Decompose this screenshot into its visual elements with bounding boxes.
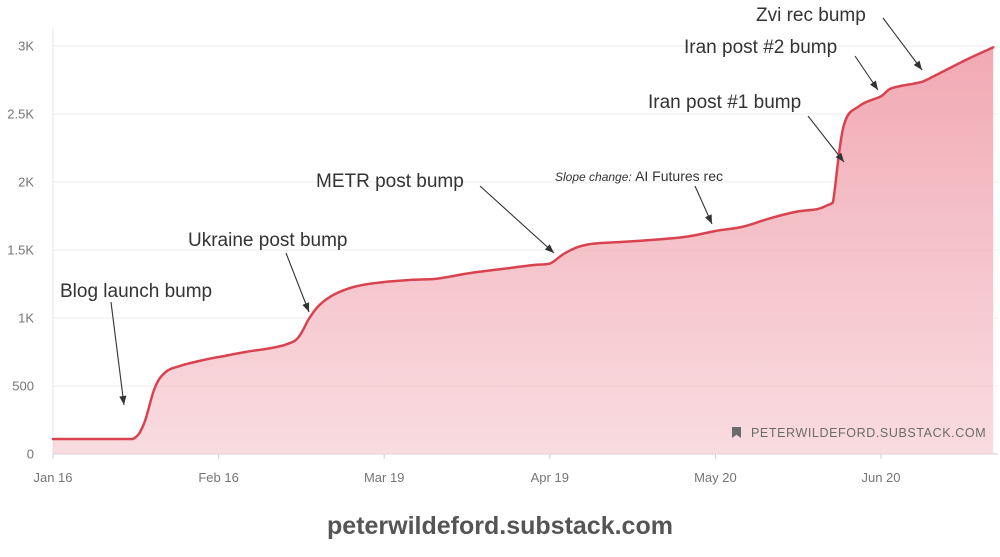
annotation-label: Blog launch bump (60, 281, 212, 302)
x-tick-label: Apr 19 (531, 470, 569, 485)
annotation-arrowhead (544, 244, 554, 253)
subscriber-growth-chart: 0 500 1K 1.5K 2K 2.5K 3K Jan 16 Feb 16 Mar 19 Apr… (7, 5, 998, 485)
annotation-arrow-line (479, 185, 555, 254)
annotation: Iran post #2 bump (684, 37, 879, 91)
annotation-label: Iran post #1 bump (648, 92, 801, 113)
y-tick-label: 1.5K (7, 243, 34, 258)
bookmark-icon (732, 427, 741, 438)
x-tick-label: Jun 20 (861, 470, 900, 485)
annotation-label: Iran post #2 bump (684, 37, 837, 58)
annotation: METR post bump (316, 171, 555, 254)
footer-site-url: peterwildeford.substack.com (327, 512, 673, 540)
annotation-arrow-line (807, 115, 845, 163)
y-tick-label: 3K (18, 39, 34, 54)
annotation-arrowhead (302, 302, 310, 312)
y-tick-label: 500 (12, 379, 34, 394)
annotation-arrowhead (119, 395, 127, 405)
y-tick-label: 0 (27, 447, 34, 462)
annotation-arrow-line (110, 301, 125, 406)
annotation-arrow-line (285, 252, 310, 313)
annotation-arrowhead (835, 152, 844, 162)
x-axis-ticks: Jan 16 Feb 16 Mar 19 Apr 19 May 20 Jun 20 (33, 454, 901, 485)
annotation: Ukraine post bump (188, 230, 347, 313)
annotation: Blog launch bump (60, 281, 212, 406)
annotation: Slope change: AI Futures rec (555, 168, 723, 225)
x-tick-label: Feb 16 (198, 470, 238, 485)
y-axis-ticks: 0 500 1K 1.5K 2K 2.5K 3K (7, 39, 34, 462)
annotation-arrowhead (870, 80, 878, 90)
x-tick-label: May 20 (694, 470, 737, 485)
y-tick-label: 2.5K (7, 107, 34, 122)
annotation-arrow-line (882, 17, 923, 71)
series-line (51, 46, 995, 441)
annotation: Zvi rec bump (756, 5, 923, 71)
watermark-text: PETERWILDEFORD.SUBSTACK.COM (751, 426, 986, 440)
y-tick-label: 1K (18, 311, 34, 326)
annotation-label-italic: Slope change: (555, 170, 635, 184)
series-area-fill (53, 47, 994, 455)
y-tick-label: 2K (18, 175, 34, 190)
annotations: Blog launch bump Ukraine post bump METR po… (60, 5, 923, 406)
x-tick-label: Mar 19 (364, 470, 404, 485)
annotation: Iran post #1 bump (648, 92, 845, 163)
annotation-label: Slope change: AI Futures rec (555, 168, 723, 184)
x-tick-label: Jan 16 (33, 470, 72, 485)
watermark: PETERWILDEFORD.SUBSTACK.COM (732, 426, 986, 440)
annotation-arrowhead (705, 214, 712, 224)
annotation-label: Zvi rec bump (756, 5, 866, 26)
annotation-arrowhead (913, 60, 922, 70)
annotation-label-rest: AI Futures rec (635, 168, 723, 184)
annotation-label: Ukraine post bump (188, 230, 347, 251)
annotation-label: METR post bump (316, 171, 464, 192)
